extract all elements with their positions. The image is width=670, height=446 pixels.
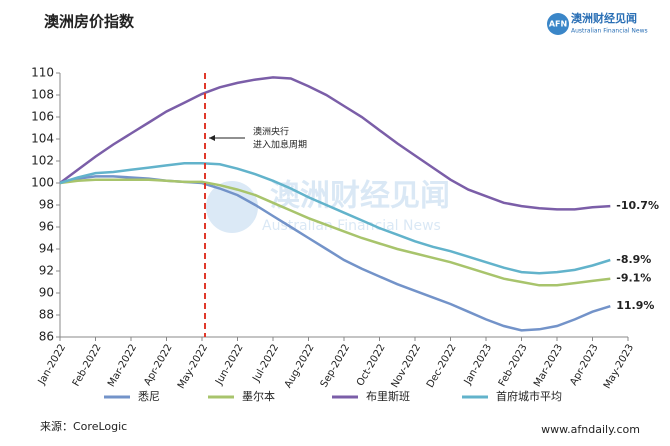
x-tick-label: Feb-2022 — [71, 343, 104, 389]
x-tick-label: Nov-2022 — [390, 343, 424, 390]
x-tick-label: May-2023 — [602, 343, 636, 391]
y-tick-label: 94 — [39, 242, 54, 256]
y-tick-label: 92 — [39, 264, 54, 278]
x-tick-label: Sep-2022 — [319, 343, 352, 390]
x-tick-label: Mar-2023 — [532, 343, 565, 389]
logo-mark: AFN — [549, 20, 567, 29]
x-tick-label: Dec-2022 — [425, 343, 459, 390]
y-tick-label: 108 — [31, 88, 54, 102]
source: 来源：CoreLogic — [40, 419, 127, 433]
end-label: -8.9% — [616, 253, 651, 266]
x-tick-label: Aug-2022 — [283, 343, 317, 391]
y-tick-label: 104 — [31, 132, 54, 146]
watermark: 澳洲财经见闻 Australian Financial News — [206, 179, 450, 234]
x-tick-label: Jan-2022 — [36, 343, 68, 388]
series-line — [59, 161, 611, 275]
reference-arrow-head — [209, 135, 215, 141]
end-label: -10.7% — [616, 199, 659, 212]
watermark-circle — [206, 181, 258, 233]
reference-label: 澳洲央行 — [253, 126, 289, 138]
y-tick-label: 86 — [39, 330, 54, 344]
reference-label: 进入加息周期 — [253, 139, 307, 151]
x-tick-label: Feb-2023 — [497, 343, 530, 389]
x-tick-label: Oct-2022 — [355, 343, 388, 389]
y-tick-label: 98 — [39, 198, 54, 212]
logo-subtitle: Australian Financial News — [571, 28, 648, 35]
y-tick-label: 106 — [31, 110, 54, 124]
y-tick-label: 102 — [31, 154, 54, 168]
y-tick-label: 96 — [39, 220, 54, 234]
legend-label: 悉尼 — [138, 390, 160, 403]
watermark-subtitle: Australian Financial News — [262, 218, 441, 234]
website: www.afndaily.com — [541, 423, 640, 436]
end-label: -9.1% — [616, 272, 651, 285]
end-label: 11.9% — [616, 299, 654, 312]
logo-circle — [547, 13, 569, 35]
x-tick-label: Mar-2022 — [106, 343, 139, 389]
series-line — [59, 178, 611, 287]
x-tick-label: Apr-2023 — [568, 343, 600, 388]
x-tick-label: Jun-2022 — [213, 343, 245, 388]
x-tick-label: Jan-2023 — [462, 343, 494, 388]
y-tick-label: 88 — [39, 308, 54, 322]
legend-label: 布里斯班 — [366, 390, 410, 403]
y-tick-label: 100 — [31, 176, 54, 190]
logo-name: 澳洲财经见闻 — [571, 11, 637, 25]
legend-label: 首府城市平均 — [496, 389, 562, 403]
watermark-name: 澳洲财经见闻 — [270, 179, 450, 214]
y-tick-label: 110 — [31, 66, 54, 80]
y-tick-label: 90 — [39, 286, 54, 300]
legend-label: 墨尔本 — [242, 389, 275, 403]
x-tick-label: May-2022 — [176, 343, 210, 391]
series-line — [59, 76, 611, 211]
x-tick-label: Apr-2022 — [142, 343, 174, 388]
chart-title: 澳洲房价指数 — [44, 13, 135, 31]
x-tick-label: Jul-2022 — [251, 343, 282, 385]
